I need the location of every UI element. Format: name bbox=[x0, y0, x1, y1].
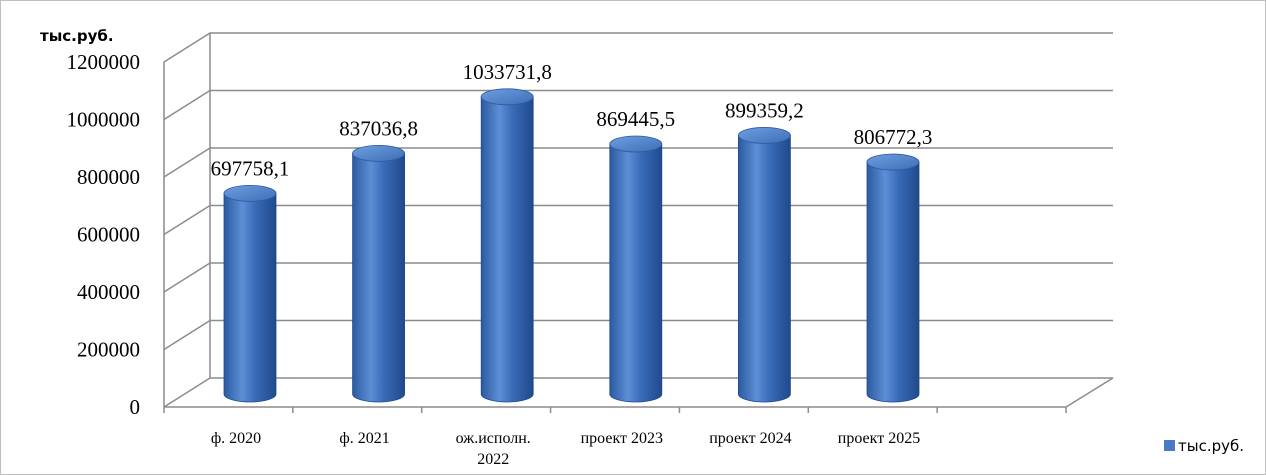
gridline bbox=[163, 204, 1113, 236]
data-label: 837036,8 bbox=[339, 116, 418, 140]
bar-body bbox=[480, 96, 534, 403]
x-tick-label: ф. 2020 bbox=[211, 430, 261, 447]
legend-swatch bbox=[1164, 440, 1175, 451]
bar-top bbox=[609, 135, 663, 153]
x-tick-label: проект 2024 bbox=[709, 430, 791, 447]
bar-top bbox=[738, 127, 791, 144]
bar-body bbox=[609, 143, 663, 403]
bar-top bbox=[866, 153, 920, 171]
data-label: 869445,5 bbox=[596, 107, 675, 131]
floor-right-edge bbox=[1065, 377, 1114, 408]
data-label: 899359,2 bbox=[725, 98, 804, 122]
bar bbox=[609, 135, 663, 403]
data-label: 1033731,8 bbox=[463, 60, 552, 84]
bar bbox=[223, 184, 277, 403]
y-tick-label: 1000000 bbox=[67, 108, 141, 132]
bar-body bbox=[866, 161, 920, 403]
y-tick-label: 1200000 bbox=[67, 50, 141, 74]
y-axis-unit-label: тыс.руб. bbox=[40, 27, 114, 45]
bar bbox=[480, 88, 534, 403]
data-label: 697758,1 bbox=[211, 156, 290, 180]
y-tick-label: 600000 bbox=[77, 223, 140, 247]
y-tick-label: 200000 bbox=[77, 338, 140, 362]
bars bbox=[223, 88, 920, 403]
axes: тыс.руб. 0 200000 400000 600000 800000 100000… bbox=[40, 27, 920, 468]
legend-label: тыс.руб. bbox=[1178, 437, 1244, 455]
grid bbox=[163, 32, 1114, 413]
bar-top bbox=[223, 184, 277, 202]
y-tick-label: 800000 bbox=[77, 165, 140, 189]
bar bbox=[866, 153, 920, 403]
gridline bbox=[163, 32, 1113, 63]
gridline bbox=[163, 89, 1113, 121]
data-label: 806772,3 bbox=[854, 125, 933, 149]
x-tick-label: ф. 2021 bbox=[339, 430, 389, 447]
legend: тыс.руб. bbox=[1164, 437, 1244, 455]
bar-body bbox=[223, 192, 277, 403]
bar bbox=[738, 127, 791, 403]
y-tick-label: 0 bbox=[130, 395, 141, 419]
gridline bbox=[163, 377, 1113, 408]
bar-body bbox=[738, 135, 791, 403]
x-tick-label: проект 2025 bbox=[838, 430, 920, 447]
data-labels: 697758,1 837036,8 1033731,8 869445,5 899359,… bbox=[211, 60, 933, 181]
gridline bbox=[163, 262, 1113, 293]
gridline bbox=[163, 319, 1113, 351]
y-tick-label: 400000 bbox=[77, 280, 140, 304]
x-tick-label: ож.исполн. 2022 bbox=[456, 430, 531, 468]
bar-top bbox=[352, 144, 406, 162]
x-tick-label: проект 2023 bbox=[581, 430, 663, 447]
bar-body bbox=[352, 152, 405, 403]
bar-top bbox=[480, 88, 534, 106]
bar bbox=[352, 144, 406, 403]
gridline bbox=[163, 147, 1113, 178]
